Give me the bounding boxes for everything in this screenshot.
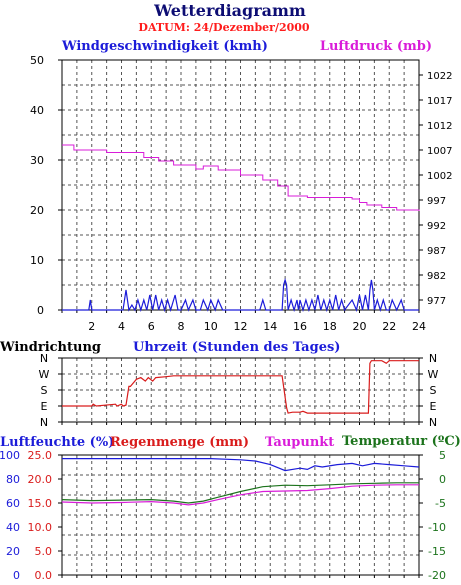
direction-tick-label: S	[41, 384, 48, 397]
humidity-tick-label: 80	[6, 473, 20, 486]
humidity-tick-label: 0	[13, 569, 20, 582]
y2-tick-label: 1012	[427, 121, 452, 132]
y2-tick-label: 982	[427, 271, 446, 282]
y-tick-label: 20	[30, 204, 44, 217]
y2-tick-label: 977	[427, 296, 446, 307]
x-tick-label: 6	[148, 320, 155, 333]
y-tick-label: 50	[30, 54, 44, 67]
temperature-series-line	[61, 482, 419, 504]
humidity-tick-label: 20	[6, 545, 20, 558]
direction-tick-label: N	[429, 352, 437, 365]
x-tick-label: 12	[234, 320, 248, 333]
dewpoint-series-line	[61, 484, 419, 506]
x-tick-label: 2	[88, 320, 95, 333]
x-tick-label: 4	[118, 320, 125, 333]
time-axis-title: Uhrzeit (Stunden des Tages)	[133, 340, 340, 355]
direction-tick-label: S	[430, 384, 437, 397]
temperature-axis-title: Temperatur (ºC)	[342, 434, 461, 449]
y-tick-label: 40	[30, 104, 44, 117]
y2-tick-label: 997	[427, 196, 446, 207]
y2-tick-label: 1007	[427, 146, 452, 157]
x-tick-label: 8	[178, 320, 185, 333]
temperature-tick-label: -5	[435, 497, 446, 510]
temperature-tick-label: -15	[428, 545, 446, 558]
wind-direction-axis-title: Windrichtung	[0, 340, 101, 355]
y-tick-label: 10	[30, 254, 44, 267]
y2-tick-label: 1017	[427, 96, 452, 107]
humidity-tick-label: 100	[0, 449, 20, 462]
temperature-tick-label: 0	[439, 473, 446, 486]
x-tick-label: 22	[382, 320, 396, 333]
x-tick-label: 24	[412, 320, 426, 333]
dewpoint-legend-label: Taupunkt	[265, 435, 334, 450]
direction-tick-label: W	[428, 368, 439, 381]
direction-tick-label: E	[430, 400, 437, 413]
rain-tick-label: 25.0	[28, 449, 53, 462]
wind-speed-series-line	[62, 277, 419, 313]
y2-tick-label: 992	[427, 221, 446, 232]
x-tick-label: 16	[293, 320, 307, 333]
temperature-tick-label: 5	[439, 449, 446, 462]
direction-tick-label: E	[41, 400, 48, 413]
humidity-tick-label: 40	[6, 521, 20, 534]
direction-tick-label: W	[39, 368, 50, 381]
temperature-tick-label: -10	[428, 521, 446, 534]
x-tick-label: 20	[353, 320, 367, 333]
humidity-tick-label: 60	[6, 497, 20, 510]
direction-tick-label: N	[40, 416, 48, 429]
rain-tick-label: 5.0	[35, 545, 53, 558]
x-tick-label: 18	[323, 320, 337, 333]
rain-tick-label: 15.0	[28, 497, 53, 510]
direction-tick-label: N	[40, 352, 48, 365]
pressure-series-line	[62, 144, 420, 211]
page-title: Wetterdiagramm	[153, 1, 306, 20]
wind-speed-axis-title: Windgeschwindigkeit (kmh)	[61, 39, 268, 54]
rain-tick-label: 0.0	[35, 569, 53, 582]
y2-tick-label: 1022	[427, 71, 452, 82]
pressure-axis-title: Luftdruck (mb)	[320, 39, 432, 54]
humidity-axis-title: Luftfeuchte (%)	[0, 435, 114, 450]
direction-tick-label: N	[429, 416, 437, 429]
wind-direction-series-line	[62, 360, 419, 414]
y-tick-label: 0	[37, 304, 44, 317]
humidity-series-line	[62, 458, 420, 472]
y-tick-label: 30	[30, 154, 44, 167]
temperature-tick-label: -20	[428, 569, 446, 582]
y2-tick-label: 987	[427, 246, 446, 257]
rain-axis-title: Regenmenge (mm)	[110, 435, 249, 450]
rain-tick-label: 20.0	[28, 473, 53, 486]
y2-tick-label: 1002	[427, 171, 452, 182]
date-label: DATUM: 24/Dezember/2000	[138, 21, 310, 34]
x-tick-label: 10	[204, 320, 218, 333]
rain-tick-label: 10.0	[28, 521, 53, 534]
x-tick-label: 14	[263, 320, 277, 333]
